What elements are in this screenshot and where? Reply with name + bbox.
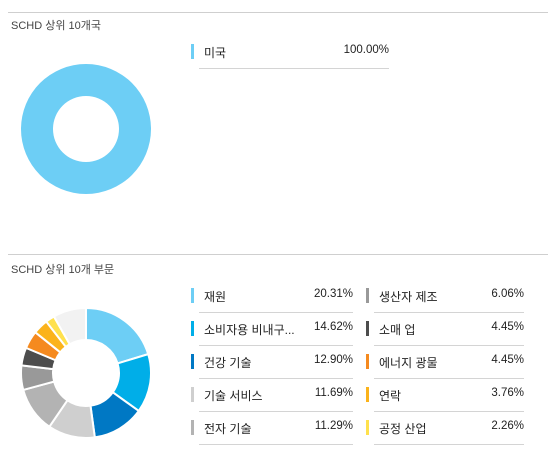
legend-swatch [191,387,194,402]
legend-swatch [191,354,194,369]
donut-slice [52,307,87,346]
legend-underline [199,444,353,445]
sector-legend-item: 전자 기술 11.29% [191,418,353,446]
sector-donut-chart [20,307,152,439]
legend-underline [199,411,353,412]
legend-underline [374,444,524,445]
donut-slice [85,307,150,365]
sector-legend-item: 연락 3.76% [366,385,524,413]
legend-value: 12.90% [313,354,353,366]
legend-underline [374,378,524,379]
sector-legend-item: 소비자용 비내구... 14.62% [191,319,353,347]
legend-swatch [191,288,194,303]
legend-label: 전자 기술 [204,422,252,436]
legend-swatch [191,321,194,336]
legend-underline [199,68,389,69]
legend-label: 건강 기술 [204,356,252,370]
legend-label: 소비자용 비내구... [204,323,295,337]
legend-swatch [366,321,369,336]
legend-swatch [366,387,369,402]
legend-label: 연락 [379,389,402,403]
country-section-title: SCHD 상위 10개국 [11,20,101,32]
legend-underline [374,411,524,412]
legend-value: 100.00% [343,44,389,56]
legend-label: 미국 [204,46,227,60]
sector-legend-item: 공정 산업 2.26% [366,418,524,446]
country-donut-chart [21,64,151,194]
legend-label: 소매 업 [379,323,416,337]
sector-legend-item: 기술 서비스 11.69% [191,385,353,413]
legend-label: 공정 산업 [379,422,427,436]
section-divider-top [8,12,548,13]
sector-legend-item: 에너지 광물 4.45% [366,352,524,380]
legend-value: 4.45% [491,321,524,333]
legend-underline [374,312,524,313]
legend-value: 14.62% [313,321,353,333]
legend-label: 에너지 광물 [379,356,438,370]
legend-label: 재원 [204,290,227,304]
sector-legend-item: 재원 20.31% [191,286,353,314]
legend-swatch [366,288,369,303]
legend-underline [199,312,353,313]
legend-swatch [191,420,194,435]
legend-swatch [191,44,194,59]
legend-swatch [366,354,369,369]
legend-value: 3.76% [491,387,524,399]
section-divider-middle [8,254,548,255]
legend-swatch [366,420,369,435]
legend-value: 6.06% [491,288,524,300]
sector-legend-item: 건강 기술 12.90% [191,352,353,380]
sector-legend-item: 소매 업 4.45% [366,319,524,347]
legend-value: 11.69% [314,387,353,399]
legend-value: 4.45% [491,354,524,366]
legend-underline [374,345,524,346]
legend-label: 생산자 제조 [379,290,438,304]
legend-underline [199,345,353,346]
sector-section-title: SCHD 상위 10개 부문 [11,264,115,276]
legend-label: 기술 서비스 [204,389,263,403]
country-legend-item: 미국 100.00% [191,42,389,70]
legend-underline [199,378,353,379]
donut-slice [21,64,151,194]
legend-value: 20.31% [313,288,353,300]
legend-value: 2.26% [491,420,524,432]
legend-value: 11.29% [314,420,353,432]
sector-legend-item: 생산자 제조 6.06% [366,286,524,314]
